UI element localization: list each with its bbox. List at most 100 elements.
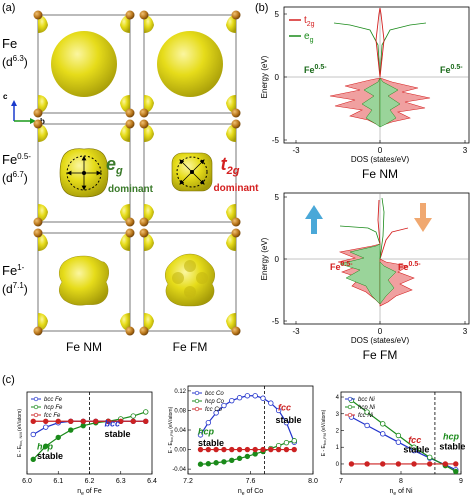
svg-text:dominant: dominant bbox=[214, 183, 260, 194]
data-point bbox=[236, 395, 243, 401]
data-point bbox=[213, 446, 219, 453]
y-axis-label: E - Efcc,FM (eV/atom) bbox=[168, 406, 174, 453]
isosurface-blob bbox=[51, 31, 117, 97]
x-axis-label: ne of Ni bbox=[389, 488, 412, 497]
fm-ylabel: Energy (eV) bbox=[260, 237, 269, 280]
nm-ytick-0: 0 bbox=[275, 73, 280, 82]
chart-1: 7.2 7.6 8.0 0.12 0.08 0.04 0.00 -0.04 ne of Co E … bbox=[168, 385, 318, 497]
svg-text:t2g: t2g bbox=[221, 154, 240, 177]
legend-label: hcp Fe bbox=[44, 405, 63, 411]
data-point bbox=[143, 418, 149, 424]
data-point bbox=[30, 456, 36, 463]
charge-density-grid bbox=[33, 10, 241, 336]
cell-fe-fm-0.5 bbox=[139, 119, 241, 227]
legend-marker bbox=[194, 390, 200, 396]
dos-nm-eg-fill bbox=[361, 77, 381, 128]
nm-ylabel: Energy (eV) bbox=[260, 55, 269, 98]
cell-fe-fm-neutral bbox=[139, 10, 241, 118]
svg-text:eg: eg bbox=[304, 31, 314, 44]
fm-right-label: Fe0.5- bbox=[398, 261, 421, 272]
data-point bbox=[252, 451, 258, 457]
svg-text:c: c bbox=[3, 92, 8, 101]
cell-fe-nm-neutral bbox=[33, 10, 135, 118]
spin-up-arrow-icon bbox=[305, 205, 323, 234]
chart-frame bbox=[187, 385, 314, 475]
x-tick-label: 6.3 bbox=[116, 478, 126, 485]
legend-marker bbox=[347, 412, 353, 418]
data-point bbox=[395, 439, 402, 445]
data-point bbox=[143, 409, 149, 415]
data-point bbox=[411, 461, 417, 467]
data-point bbox=[221, 402, 227, 409]
annotation: fcc bbox=[408, 435, 421, 445]
svg-text:Fe0.5-: Fe0.5- bbox=[2, 152, 31, 167]
y-tick-label: 4 bbox=[336, 395, 340, 401]
svg-text:dominant: dominant bbox=[108, 184, 154, 195]
data-point bbox=[236, 446, 243, 453]
fm-left-label: Fe0.5- bbox=[330, 261, 353, 272]
x-tick-label: 6.2 bbox=[85, 478, 95, 485]
nm-right-label: Fe0.5- bbox=[440, 64, 463, 75]
data-point bbox=[80, 422, 86, 429]
svg-text:Fe: Fe bbox=[2, 36, 17, 51]
y-axis-label: E - Efcc, NM (eV/atom) bbox=[17, 409, 23, 457]
data-point bbox=[453, 468, 459, 475]
data-point bbox=[283, 440, 290, 446]
annotation: bcc bbox=[105, 418, 121, 428]
data-point bbox=[252, 446, 258, 453]
legend-label: hcp Ni bbox=[358, 405, 376, 411]
data-point bbox=[221, 459, 227, 465]
data-point bbox=[275, 407, 282, 414]
data-point bbox=[229, 397, 235, 404]
data-point bbox=[30, 418, 36, 424]
legend-label: fcc Ni bbox=[358, 413, 374, 419]
data-point bbox=[55, 418, 61, 424]
data-point bbox=[426, 461, 433, 467]
data-point bbox=[291, 446, 297, 453]
svg-text:(d6.3): (d6.3) bbox=[2, 54, 28, 69]
data-point bbox=[205, 446, 212, 453]
nm-left-label: Fe0.5- bbox=[304, 64, 327, 75]
panel-b-label: (b) bbox=[255, 2, 268, 14]
fm-xtick-0: 0 bbox=[378, 327, 383, 336]
panel-c-label: (c) bbox=[2, 374, 15, 386]
series-line bbox=[32, 411, 146, 460]
dos-legend: t2g eg bbox=[289, 15, 315, 44]
x-tick-label: 6.4 bbox=[147, 478, 157, 485]
annotation: stable bbox=[37, 451, 63, 461]
nm-xtick-m3: -3 bbox=[292, 146, 300, 155]
data-point bbox=[213, 460, 219, 466]
cell-fe-nm-1 bbox=[33, 228, 135, 336]
data-point bbox=[229, 446, 235, 453]
t2g-dominant-label: t2g dominant bbox=[214, 154, 260, 194]
fm-xtick-3: 3 bbox=[463, 327, 468, 336]
nm-xlabel: DOS (states/eV) bbox=[351, 155, 410, 164]
fm-xlabel: DOS (states/eV) bbox=[351, 336, 410, 345]
axis-indicator: c b bbox=[3, 92, 45, 126]
data-point bbox=[260, 446, 266, 453]
data-point bbox=[380, 461, 386, 467]
row2-label: Fe0.5- (d6.7) bbox=[2, 152, 31, 185]
annotation: stable bbox=[105, 429, 131, 439]
fm-caption: Fe FM bbox=[363, 348, 398, 362]
data-point bbox=[283, 419, 290, 426]
legend-marker bbox=[347, 396, 353, 402]
cell-fe-nm-0.5 bbox=[33, 119, 135, 227]
data-point bbox=[197, 446, 204, 453]
data-point bbox=[442, 461, 449, 467]
svg-text:(d7.1): (d7.1) bbox=[2, 281, 28, 296]
fm-xtick-m3: -3 bbox=[292, 327, 300, 336]
y-tick-label: 2 bbox=[336, 428, 340, 434]
y-tick-label: 0.00 bbox=[174, 448, 186, 454]
annotation: stable bbox=[439, 441, 465, 451]
svg-text:b: b bbox=[40, 117, 45, 126]
x-axis-label: ne of Co bbox=[238, 488, 263, 497]
data-point bbox=[205, 461, 212, 467]
svg-text:t2g: t2g bbox=[304, 15, 315, 28]
legend-marker bbox=[194, 406, 200, 412]
data-point bbox=[30, 431, 36, 438]
data-point bbox=[348, 461, 355, 467]
data-point bbox=[43, 443, 49, 449]
col-label-nm: Fe NM bbox=[66, 340, 102, 354]
